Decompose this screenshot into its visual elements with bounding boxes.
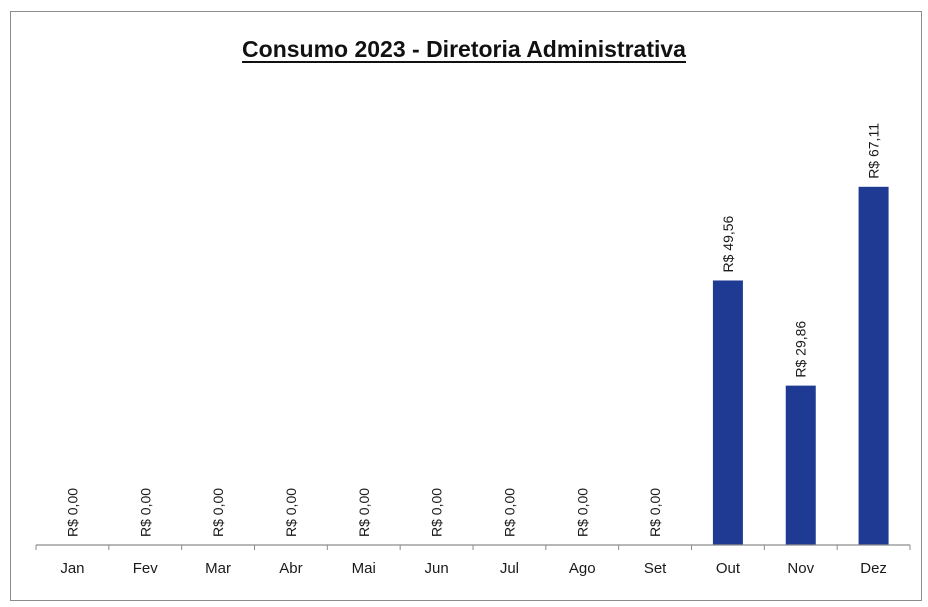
x-tick-label: Mar xyxy=(205,560,231,577)
data-label: R$ 0,00 xyxy=(137,488,153,537)
x-tick-label: Jul xyxy=(500,560,519,577)
x-tick-label: Set xyxy=(644,560,667,577)
x-tick-label: Jun xyxy=(424,560,448,577)
data-label: R$ 0,00 xyxy=(429,488,445,537)
x-tick-label: Dez xyxy=(860,560,887,577)
x-tick-label: Nov xyxy=(787,560,814,577)
bars-layer xyxy=(712,186,889,546)
data-label: R$ 0,00 xyxy=(574,488,590,537)
bar-out xyxy=(712,280,743,545)
data-label: R$ 0,00 xyxy=(647,488,663,537)
x-axis xyxy=(35,544,911,550)
chart-title-text: Consumo 2023 - Diretoria Administrativa xyxy=(242,36,686,62)
x-tick-label: Fev xyxy=(133,560,159,577)
labels-layer: Jan R$ 0,00 Fev R$ 0,00 Mar R$ 0,00 Abr R$ 0,00… xyxy=(60,123,887,577)
x-tick-label: Abr xyxy=(279,560,302,577)
data-label: R$ 29,86 xyxy=(793,321,809,378)
data-label: R$ 0,00 xyxy=(283,488,299,537)
bar-nov xyxy=(785,385,816,545)
data-label: R$ 0,00 xyxy=(210,488,226,537)
chart-frame xyxy=(10,11,922,601)
data-label: R$ 0,00 xyxy=(64,488,80,537)
data-label: R$ 67,11 xyxy=(866,123,882,179)
chart-title: Consumo 2023 - Diretoria Administrativa xyxy=(0,36,928,63)
x-tick-label: Mai xyxy=(352,560,376,577)
bar-dez xyxy=(858,186,889,546)
x-tick-label: Out xyxy=(716,560,741,577)
data-label: R$ 0,00 xyxy=(501,488,517,537)
data-label: R$ 0,00 xyxy=(356,488,372,537)
x-tick-label: Ago xyxy=(569,560,596,577)
x-tick-label: Jan xyxy=(60,560,84,577)
data-label: R$ 49,56 xyxy=(720,215,736,272)
